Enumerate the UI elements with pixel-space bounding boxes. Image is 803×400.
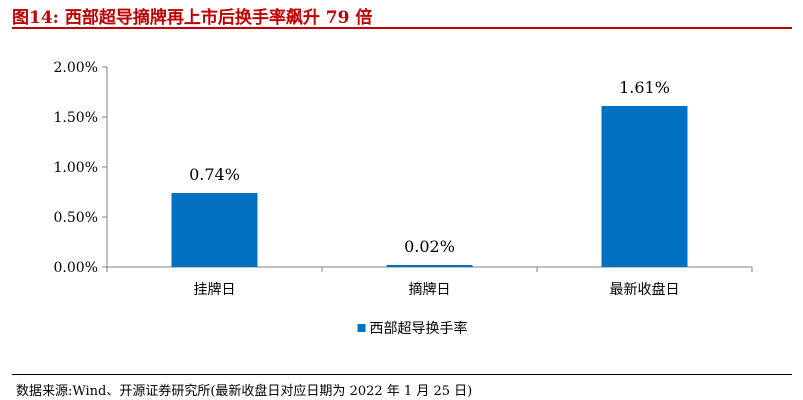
x-tick-label: 挂牌日 [194,281,236,298]
source-divider [12,374,792,375]
x-tick-label: 最新收盘日 [610,281,680,298]
y-tick-label: 0.50% [54,210,98,226]
figure-title: 图14: 西部超导摘牌再上市后换手率飙升 79 倍 [12,8,373,28]
data-label: 1.61% [619,78,670,97]
y-tick-label: 0.00% [54,260,98,276]
legend-swatch [357,324,366,332]
bar-3 [601,106,688,267]
y-tick-label: 2.00% [54,60,98,76]
data-label: 0.02% [404,237,455,256]
bar-2 [386,265,473,267]
legend-label: 西部超导换手率 [370,320,468,337]
y-tick-label: 1.00% [54,160,98,176]
x-tick-label: 摘牌日 [409,281,451,298]
title-divider [12,27,792,29]
y-tick-label: 1.50% [54,110,98,126]
source-note: 数据来源:Wind、开源证券研究所(最新收盘日对应日期为 2022 年 1 月 … [16,384,473,399]
bar-1 [171,193,258,267]
data-label: 0.74% [189,165,240,184]
